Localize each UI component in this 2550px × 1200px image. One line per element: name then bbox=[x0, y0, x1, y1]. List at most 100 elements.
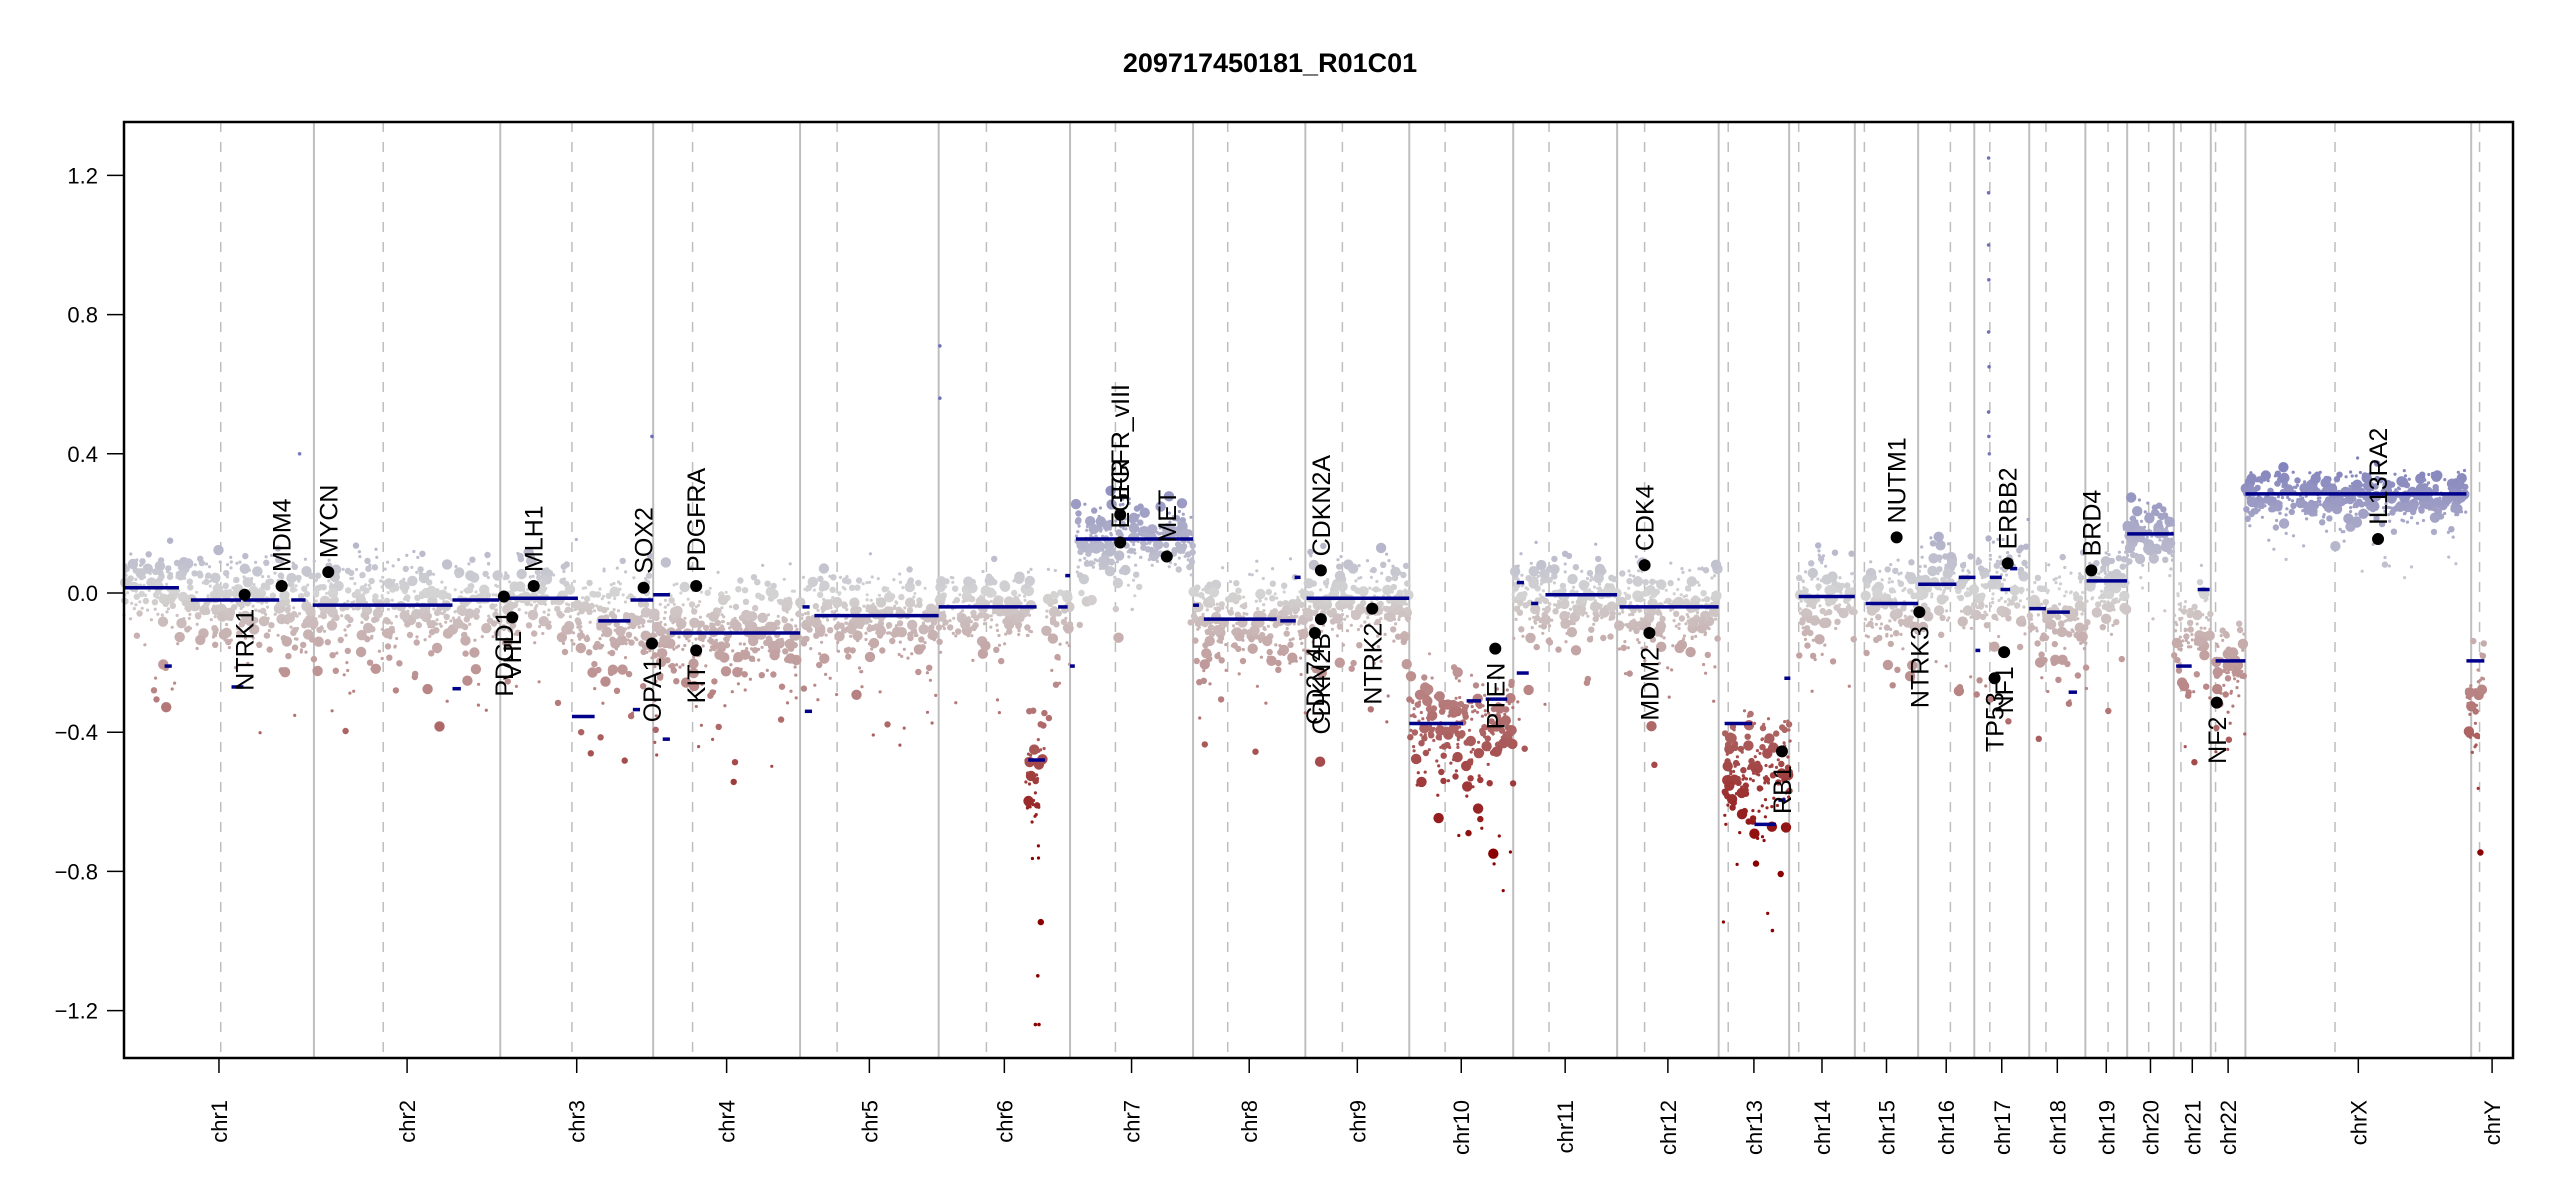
probe-point bbox=[864, 637, 868, 642]
probe-point bbox=[1192, 637, 1199, 644]
probe-point bbox=[838, 575, 843, 580]
probe-point bbox=[1296, 595, 1300, 599]
probe-point bbox=[1779, 724, 1786, 731]
probe-point bbox=[980, 585, 991, 596]
probe-point bbox=[789, 689, 793, 693]
probe-point bbox=[419, 570, 423, 574]
probe-point bbox=[2423, 478, 2427, 482]
probe-point bbox=[1015, 622, 1022, 630]
probe-point bbox=[1864, 582, 1871, 589]
probe-point bbox=[788, 641, 796, 649]
probe-point bbox=[229, 560, 233, 564]
probe-point bbox=[1456, 738, 1460, 742]
probe-point bbox=[1991, 597, 1995, 601]
probe-point bbox=[1109, 546, 1113, 550]
probe-point bbox=[1973, 582, 1977, 586]
probe-point bbox=[860, 685, 864, 689]
probe-point bbox=[794, 673, 798, 677]
probe-point bbox=[1549, 564, 1560, 575]
probe-point bbox=[297, 593, 305, 600]
probe-point bbox=[1470, 705, 1474, 709]
probe-point bbox=[2240, 672, 2247, 680]
probe-point bbox=[576, 612, 580, 616]
probe-point bbox=[288, 640, 292, 644]
probe-point bbox=[998, 657, 1005, 665]
probe-point bbox=[881, 608, 885, 613]
probe-point bbox=[1091, 507, 1098, 514]
probe-point bbox=[154, 676, 158, 680]
probe-point bbox=[1241, 638, 1245, 642]
probe-point bbox=[1801, 629, 1809, 637]
probe-point bbox=[396, 660, 403, 667]
probe-point bbox=[1255, 588, 1266, 600]
probe-point bbox=[1638, 627, 1642, 631]
probe-point bbox=[742, 642, 747, 646]
probe-point bbox=[1075, 510, 1082, 517]
probe-point bbox=[897, 652, 901, 657]
probe-point bbox=[2065, 618, 2069, 622]
probe-point bbox=[1076, 621, 1084, 629]
probe-point bbox=[1702, 662, 1706, 667]
probe-point bbox=[991, 555, 998, 563]
probe-point bbox=[279, 590, 290, 601]
probe-point bbox=[687, 639, 691, 643]
probe-point bbox=[388, 636, 392, 640]
probe-point bbox=[850, 605, 861, 617]
probe-point bbox=[1274, 643, 1278, 647]
probe-point bbox=[888, 593, 896, 600]
probe-point bbox=[625, 670, 633, 678]
probe-point bbox=[806, 626, 813, 633]
probe-point bbox=[1357, 576, 1361, 580]
probe-point bbox=[1629, 619, 1636, 627]
probe-point bbox=[707, 692, 714, 699]
probe-point bbox=[1334, 657, 1346, 668]
probe-point bbox=[943, 585, 948, 589]
probe-point bbox=[2025, 588, 2030, 592]
probe-point bbox=[817, 575, 824, 583]
probe-point bbox=[1035, 773, 1039, 777]
probe-point bbox=[347, 616, 354, 624]
probe-point bbox=[836, 649, 841, 653]
probe-point bbox=[1404, 615, 1412, 622]
probe-point bbox=[251, 615, 255, 620]
probe-point bbox=[368, 586, 372, 590]
probe-point bbox=[2042, 615, 2046, 619]
probe-point bbox=[2082, 647, 2086, 651]
probe-point bbox=[393, 644, 397, 648]
probe-point bbox=[2191, 759, 2198, 766]
probe-point bbox=[2023, 543, 2030, 550]
probe-point bbox=[2076, 617, 2080, 621]
probe-point bbox=[921, 621, 926, 625]
probe-point bbox=[585, 634, 589, 638]
probe-point bbox=[2007, 609, 2012, 613]
probe-point bbox=[2084, 619, 2091, 626]
probe-point bbox=[1045, 609, 1049, 613]
probe-point bbox=[1989, 641, 2000, 652]
probe-point bbox=[1803, 592, 1807, 596]
probe-point bbox=[1851, 587, 1855, 591]
probe-point bbox=[1357, 564, 1361, 568]
probe-point bbox=[1541, 577, 1545, 581]
probe-point bbox=[1762, 722, 1766, 726]
probe-point bbox=[918, 599, 922, 603]
probe-point bbox=[2330, 541, 2341, 552]
probe-point bbox=[1029, 567, 1033, 572]
probe-point bbox=[1112, 577, 1124, 589]
probe-point bbox=[1900, 605, 1907, 612]
probe-point bbox=[361, 612, 365, 616]
probe-point bbox=[801, 575, 806, 580]
probe-point bbox=[1710, 559, 1722, 570]
probe-point bbox=[651, 652, 659, 659]
probe-point bbox=[486, 617, 494, 624]
probe-point bbox=[1217, 634, 1225, 642]
probe-point bbox=[1167, 511, 1171, 515]
probe-point bbox=[1521, 745, 1528, 752]
probe-point bbox=[1077, 548, 1084, 556]
probe-point bbox=[188, 626, 193, 630]
probe-point bbox=[2006, 551, 2010, 555]
probe-point bbox=[233, 579, 237, 583]
probe-point bbox=[1589, 578, 1593, 583]
probe-point bbox=[318, 614, 322, 618]
probe-point bbox=[2447, 555, 2451, 559]
probe-point bbox=[713, 689, 717, 694]
